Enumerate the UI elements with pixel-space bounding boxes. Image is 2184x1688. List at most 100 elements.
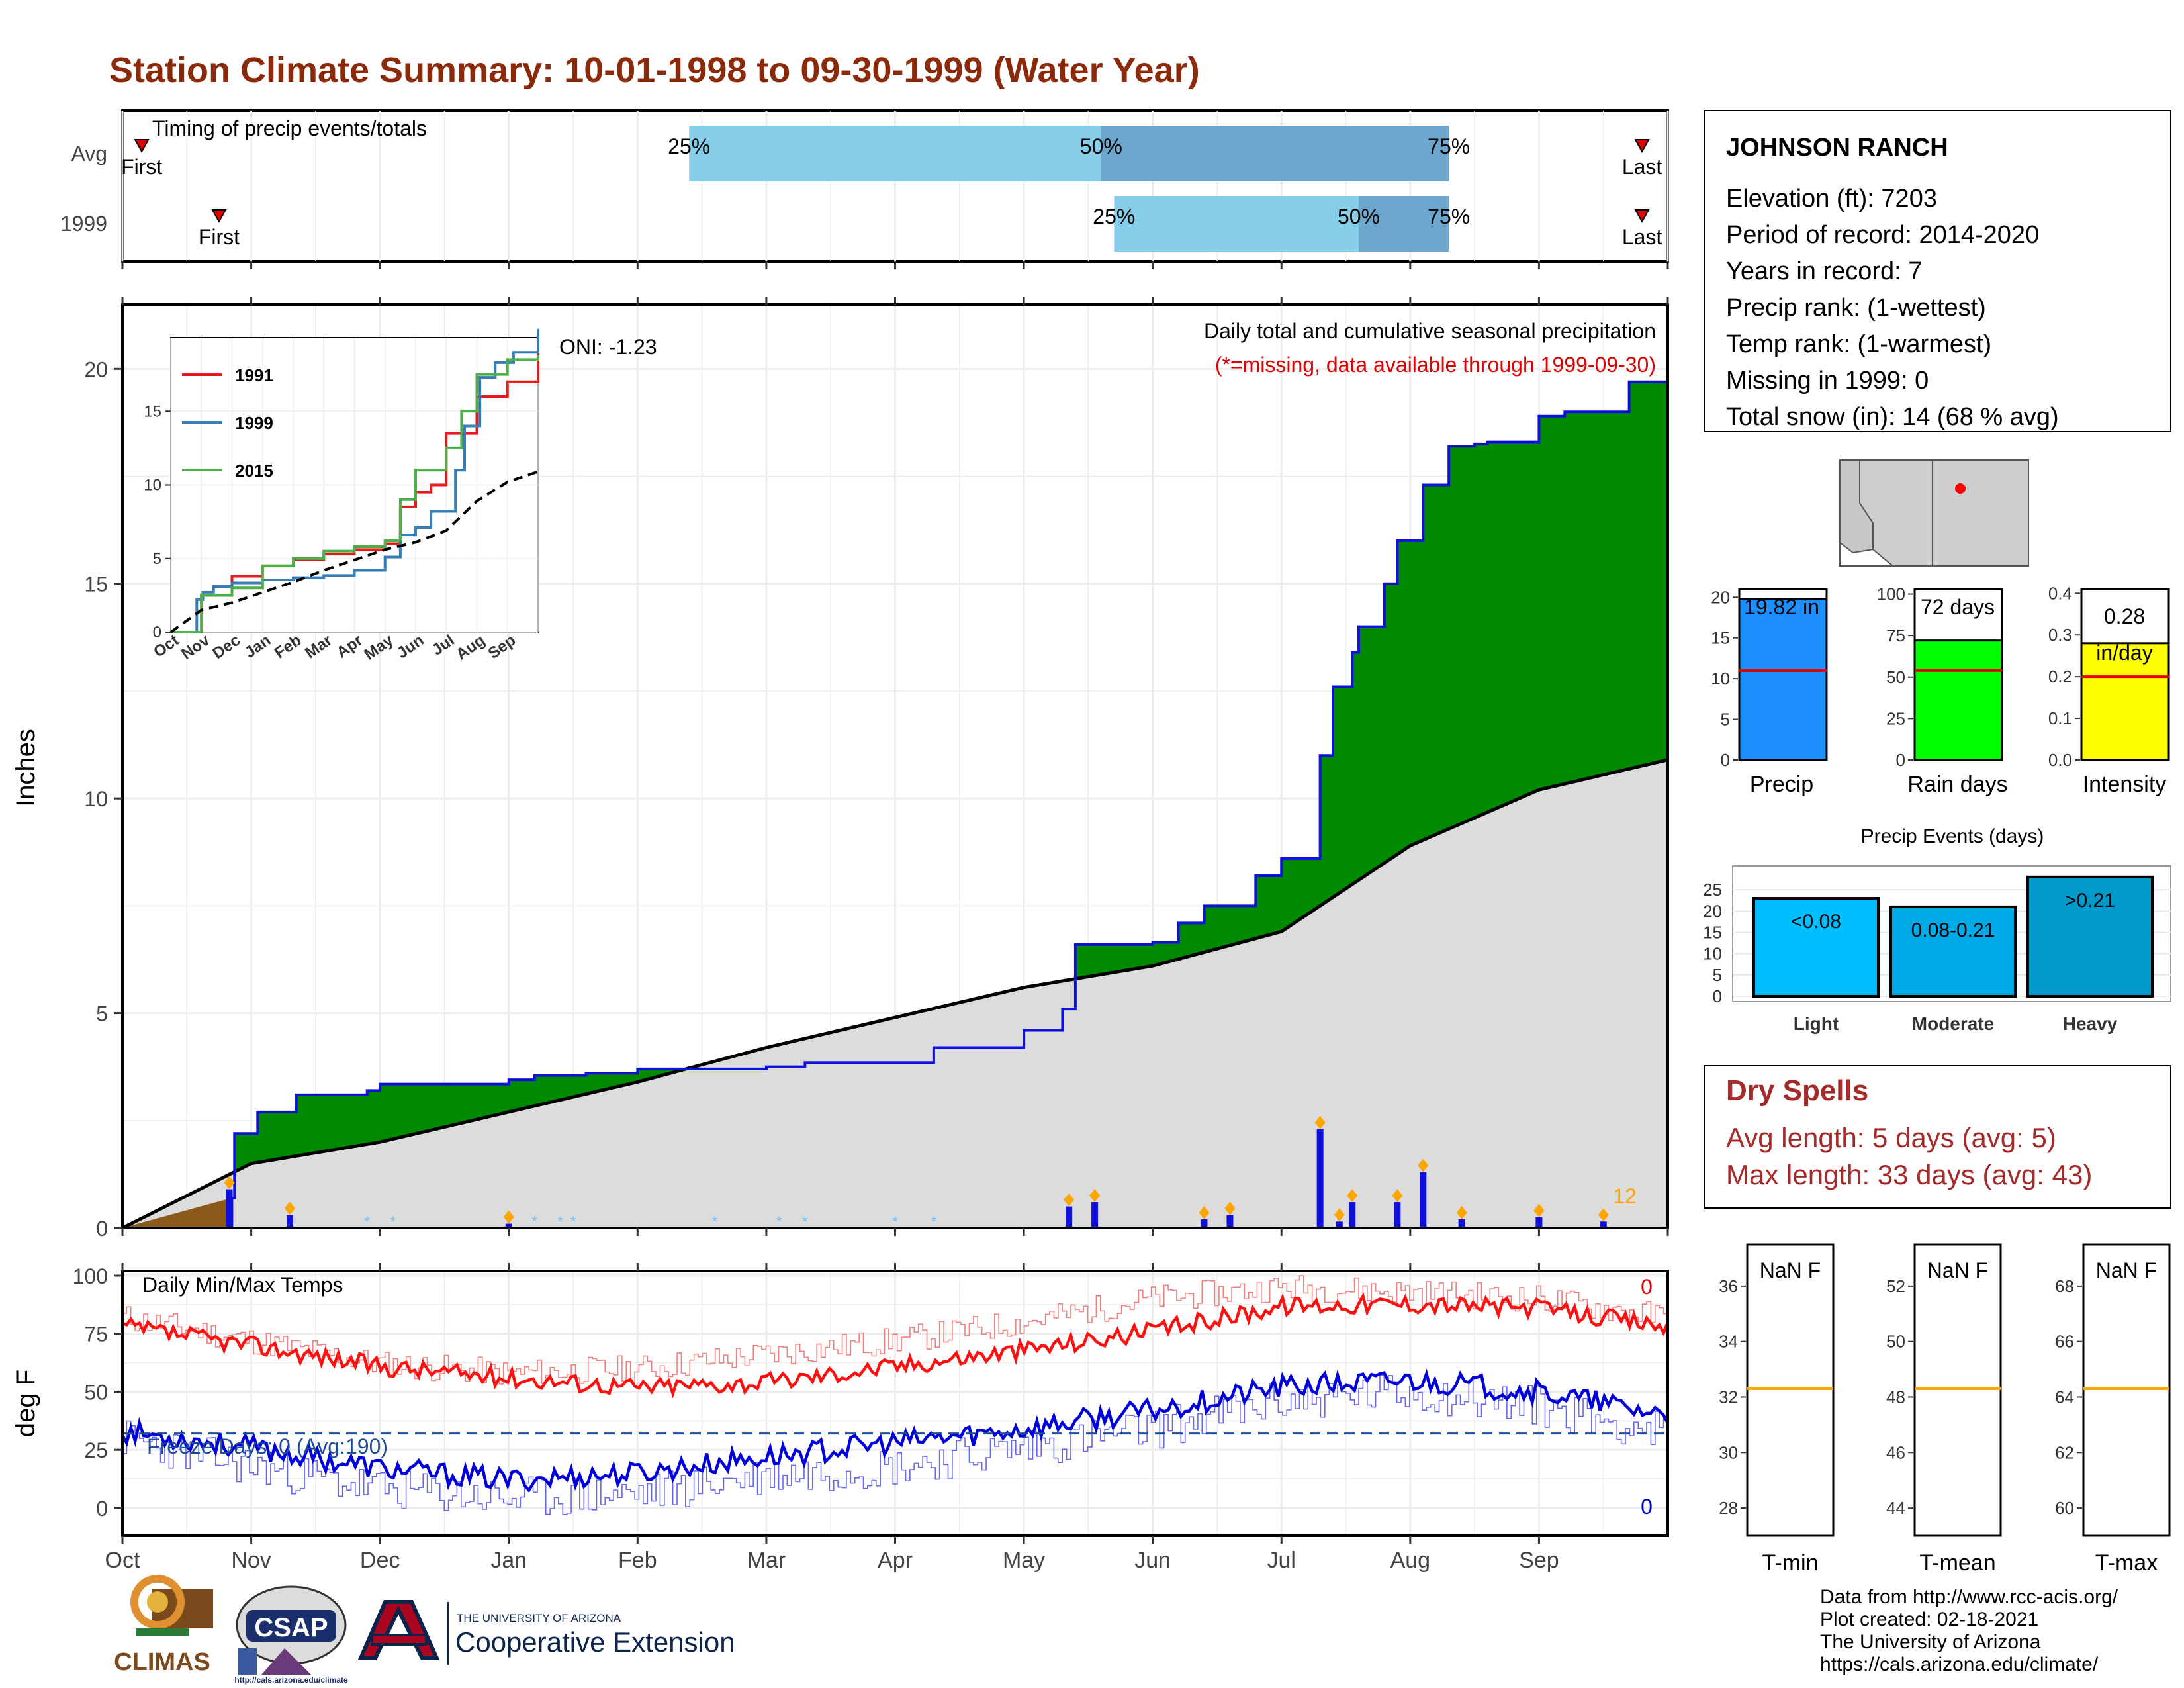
- event-marker: [224, 1176, 235, 1190]
- footer-line-3: https://cals.arizona.edu/climate/: [1820, 1654, 2099, 1675]
- station-line-3: Precip rank: (1-wettest): [1726, 294, 1986, 322]
- timing-bars: 25% 50% 75% First Last 25% 50% 75% First Last: [121, 126, 1662, 252]
- temp-summary-ytick-label: 62: [2055, 1442, 2074, 1462]
- temp-xtick-label: Aug: [1390, 1548, 1431, 1573]
- summary-category: Precip: [1750, 772, 1813, 797]
- events-category: Heavy: [2063, 1013, 2118, 1034]
- daily-precip-bar: [1201, 1219, 1208, 1228]
- daily-precip-bar: [1535, 1217, 1543, 1228]
- temp-xtick-label: Jun: [1134, 1548, 1171, 1573]
- temp-yticks: 0 25 50 75 100: [73, 1264, 122, 1521]
- temp-ylabel: deg F: [11, 1370, 40, 1437]
- timing-first-marker: [211, 209, 227, 224]
- temp-summary-category: T-max: [2095, 1550, 2158, 1575]
- temp-xtick-label: Sep: [1519, 1548, 1559, 1573]
- summary-ytick-label: 20: [1711, 587, 1730, 607]
- snow-marker: *: [802, 1213, 808, 1230]
- summary-ytick-label: 0.1: [2048, 708, 2072, 728]
- timing-bar-50-75: [1101, 126, 1449, 181]
- snow-marker: *: [570, 1213, 576, 1230]
- temp-lines: [121, 1275, 1670, 1515]
- temp-summary-ytick-label: 52: [1886, 1276, 1905, 1296]
- temp-summary-value: NaN F: [1760, 1258, 1821, 1282]
- temp-xtick-label: May: [1003, 1548, 1045, 1573]
- timing-last-marker: [1634, 209, 1650, 224]
- timing-last-label: Last: [1622, 225, 1662, 249]
- timing-row-avg: Avg: [71, 142, 107, 165]
- summary-ytick-label: 5: [1721, 710, 1730, 729]
- climas-logo: CLIMAS: [114, 1575, 213, 1676]
- footer-credits: Data from http://www.rcc-acis.org/ Plot …: [1820, 1586, 2118, 1675]
- temp-summary-category: T-min: [1762, 1550, 1819, 1575]
- summary-bar: [1738, 597, 1828, 761]
- events-ytick-label: 15: [1703, 923, 1722, 943]
- daily-precip-bar: [1394, 1202, 1401, 1228]
- summary-ytick-label: 0.3: [2048, 625, 2072, 645]
- summary-ytick-label: 0.4: [2048, 583, 2072, 603]
- timing-row-1999: 1999: [60, 212, 107, 236]
- daily-precip-bar: [1458, 1219, 1465, 1228]
- temp-summary-value: NaN F: [1927, 1258, 1988, 1282]
- summary-category: Rain days: [1907, 772, 2007, 797]
- csap-logo-text: CSAP: [254, 1613, 328, 1642]
- events-ytick-label: 5: [1713, 965, 1722, 985]
- daily-precip-bar: [505, 1223, 512, 1228]
- station-line-5: Missing in 1999: 0: [1726, 367, 1929, 395]
- snow-marker: *: [712, 1213, 718, 1230]
- temp-ytick-label: 50: [84, 1380, 108, 1404]
- footer-line-2: The University of Arizona: [1820, 1631, 2041, 1653]
- inset-ytick-label: 10: [144, 477, 161, 494]
- event-marker: [1533, 1203, 1545, 1217]
- summary-category: Intensity: [2083, 772, 2167, 797]
- tmin-count: 0: [1641, 1495, 1653, 1519]
- main-areas: [121, 377, 1669, 1230]
- event-marker: [1089, 1189, 1101, 1203]
- events-ytick-label: 20: [1703, 901, 1722, 921]
- inset-legend: 1991 1999 2015: [182, 365, 273, 481]
- events-title: Precip Events (days): [1861, 825, 2044, 847]
- daily-precip-bar: [1226, 1215, 1234, 1228]
- inset-line-average: [169, 470, 539, 633]
- event-marker: [1456, 1206, 1467, 1220]
- daily-precip-bar: [1349, 1202, 1356, 1228]
- summary-ytick-label: 0.0: [2048, 750, 2072, 770]
- snow-marker: *: [531, 1213, 537, 1230]
- event-marker: [1199, 1206, 1210, 1220]
- temp-summary-ytick-label: 50: [1886, 1332, 1905, 1352]
- temp-xtick-label: Jul: [1267, 1548, 1296, 1573]
- events-ytick-label: 10: [1703, 944, 1722, 964]
- footer-line-1: Plot created: 02-18-2021: [1820, 1609, 2038, 1630]
- timing-bar-50-75: [1359, 196, 1449, 252]
- timing-p25-label: 25%: [1093, 205, 1135, 228]
- climas-logo-text: CLIMAS: [114, 1648, 210, 1676]
- events-bar-label: >0.21: [2065, 890, 2115, 912]
- ua-logo: THE UNIVERSITY OF ARIZONA Cooperative Ex…: [357, 1600, 735, 1665]
- event-marker: [1418, 1158, 1429, 1172]
- summary-ytick-label: 0: [1721, 750, 1730, 770]
- summary-ytick-label: 10: [1711, 669, 1730, 688]
- timing-first-label: First: [121, 155, 162, 179]
- inset-line-1999: [171, 328, 539, 633]
- station-line-1: Period of record: 2014-2020: [1726, 221, 2039, 249]
- temp-xtick-label: Nov: [231, 1548, 271, 1573]
- timing-p75-label: 75%: [1428, 205, 1470, 228]
- tmin-normal-line: [122, 1374, 1668, 1515]
- summary-value-label: 19.82 in: [1744, 595, 1819, 619]
- temp-xtick-label: Mar: [747, 1548, 786, 1573]
- station-info-box: JOHNSON RANCH Elevation (ft): 7203 Perio…: [1704, 110, 2171, 432]
- freeze-label: Freeze Days: 0 (Avg:190): [147, 1434, 388, 1458]
- main-ytick-label: 0: [96, 1217, 108, 1241]
- timing-last-marker: [1634, 139, 1650, 154]
- daily-precip-bar: [1336, 1221, 1343, 1228]
- tmax-normal-line: [122, 1275, 1668, 1385]
- ua-big-text: Cooperative Extension: [455, 1626, 735, 1658]
- main-yticks: 0 5 10 15 20: [84, 297, 1669, 1241]
- event-marker: [503, 1210, 514, 1224]
- temp-summary-frame: [1913, 1243, 2002, 1537]
- temp-summary-category: T-mean: [1919, 1550, 1995, 1575]
- event-marker: [1314, 1115, 1326, 1129]
- event-marker: [1224, 1201, 1236, 1215]
- dry-spells-max: Max length: 33 days (avg: 43): [1726, 1159, 2092, 1190]
